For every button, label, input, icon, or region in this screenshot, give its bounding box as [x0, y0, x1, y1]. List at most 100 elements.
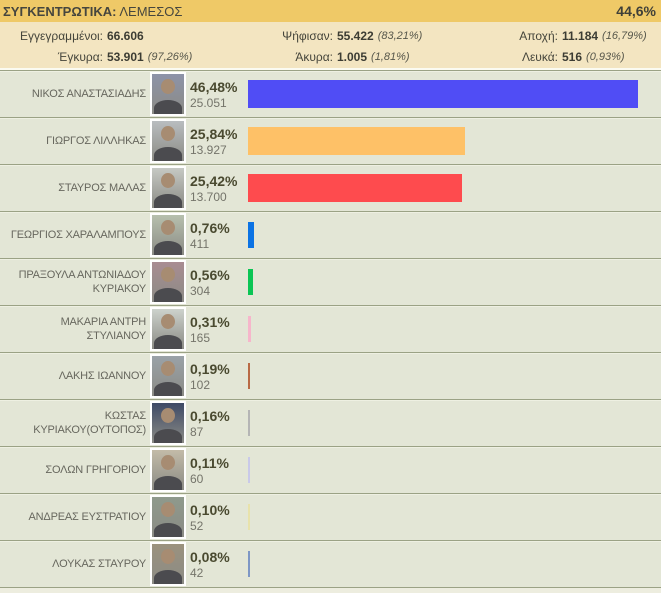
stat-abstention-label: Αποχή:: [519, 28, 558, 43]
result-bar: [248, 80, 638, 108]
stat-voted-pct: (83,21%): [377, 29, 423, 42]
stats-column-2: Ψήφισαν: 55.422 (83,21%) Άκυρα: 1.005 (1…: [250, 25, 485, 68]
candidate-votes: 25.051: [190, 95, 227, 110]
stat-registered: Εγγεγραμμένοι: 66.606: [0, 25, 250, 46]
candidate-votes: 13.700: [190, 189, 227, 204]
candidate-name: ΣΟΛΩΝ ΓΡΗΓΟΡΙΟΥ: [45, 464, 146, 476]
candidate-figures: 46,48% 25.051: [186, 78, 248, 111]
candidate-votes: 13.927: [190, 142, 227, 157]
stat-voted-label: Ψήφισαν:: [282, 28, 333, 43]
candidate-percentage: 0,11%: [190, 454, 229, 471]
stat-voted-value: 55.422: [337, 28, 374, 43]
result-bar: [248, 457, 250, 483]
stat-valid-label: Έγκυρα:: [57, 49, 103, 64]
candidate-row-7: ΛΑΚΗΣ ΙΩΑΝΝΟΥ 0,19% 102: [0, 352, 661, 399]
candidate-percentage: 0,08%: [190, 548, 230, 565]
portrait-placeholder-icon: [152, 356, 184, 396]
bar-area: [248, 127, 661, 155]
bar-area: [248, 551, 661, 577]
stat-registered-label: Εγγεγραμμένοι:: [20, 28, 103, 43]
stat-voted: Ψήφισαν: 55.422 (83,21%): [250, 25, 485, 46]
candidate-percentage: 0,10%: [190, 501, 230, 518]
candidate-row-6: ΜΑΚΑΡΙΑ ΑΝΤΡΗ ΣΤΥΛΙΑΝΟΥ 0,31% 165: [0, 305, 661, 352]
candidate-percentage: 46,48%: [190, 78, 238, 95]
candidate-figures: 0,08% 42: [186, 548, 248, 581]
stat-abstention-value: 11.184: [562, 28, 599, 43]
candidate-name: ΝΙΚΟΣ ΑΝΑΣΤΑΣΙΑΔΗΣ: [31, 88, 146, 100]
result-bar: [248, 127, 465, 155]
candidate-figures: 0,10% 52: [186, 501, 248, 534]
candidate-votes: 304: [190, 283, 211, 298]
candidate-row-2: ΓΙΩΡΓΟΣ ΛΙΛΛΗΚΑΣ 25,84% 13.927: [0, 117, 661, 164]
candidate-percentage: 0,56%: [190, 266, 230, 283]
candidate-photo: [150, 495, 186, 539]
candidate-photo: [150, 119, 186, 163]
candidate-name: ΜΑΚΑΡΙΑ ΑΝΤΡΗ ΣΤΥΛΙΑΝΟΥ: [60, 316, 147, 342]
portrait-placeholder-icon: [152, 168, 184, 208]
title-label: ΣΥΓΚΕΝΤΡΩΤΙΚΑ:: [3, 3, 117, 19]
candidate-votes: 52: [190, 518, 204, 533]
candidate-figures: 0,11% 60: [186, 454, 248, 487]
candidate-row-11: ΛΟΥΚΑΣ ΣΤΑΥΡΟΥ 0,08% 42: [0, 540, 661, 587]
candidate-row-10: ΑΝΔΡΕΑΣ ΕΥΣΤΡΑΤΙΟΥ 0,10% 52: [0, 493, 661, 540]
candidate-name: ΚΩΣΤΑΣ ΚΥΡΙΑΚΟΥ(ΟΥΤΟΠΟΣ): [33, 410, 146, 436]
stat-blank: Λευκά: 516 (0,93%): [485, 46, 661, 67]
candidate-row-1: ΝΙΚΟΣ ΑΝΑΣΤΑΣΙΑΔΗΣ 46,48% 25.051: [0, 70, 661, 117]
result-bar: [248, 174, 462, 202]
candidate-name: ΠΡΑΞΟΥΛΑ ΑΝΤΩΝΙΑΔΟΥ ΚΥΡΙΑΚΟΥ: [18, 269, 147, 295]
bar-area: [248, 80, 661, 108]
candidate-figures: 0,19% 102: [186, 360, 248, 393]
bar-area: [248, 222, 661, 248]
candidate-percentage: 0,19%: [190, 360, 230, 377]
completion-percentage: 44,6%: [616, 3, 656, 19]
bar-area: [248, 174, 661, 202]
footer-strip: [0, 587, 661, 593]
stat-valid: Έγκυρα: 53.901 (97,26%): [0, 46, 250, 67]
bar-area: [248, 363, 661, 389]
portrait-placeholder-icon: [152, 497, 184, 537]
stat-invalid-value: 1.005: [337, 49, 368, 64]
candidate-percentage: 25,42%: [190, 172, 238, 189]
candidate-votes: 102: [190, 377, 211, 392]
candidate-percentage: 25,84%: [190, 125, 238, 142]
stat-blank-value: 516: [562, 49, 583, 64]
result-bar: [248, 410, 250, 436]
stats-strip: Εγγεγραμμένοι: 66.606 Έγκυρα: 53.901 (97…: [0, 22, 661, 70]
bar-area: [248, 316, 661, 342]
candidate-percentage: 0,76%: [190, 219, 230, 236]
candidate-percentage: 0,31%: [190, 313, 230, 330]
result-bar: [248, 222, 254, 248]
stat-valid-value: 53.901: [107, 49, 144, 64]
stat-invalid: Άκυρα: 1.005 (1,81%): [250, 46, 485, 67]
candidate-figures: 0,31% 165: [186, 313, 248, 346]
candidate-row-5: ΠΡΑΞΟΥΛΑ ΑΝΤΩΝΙΑΔΟΥ ΚΥΡΙΑΚΟΥ 0,56% 304: [0, 258, 661, 305]
candidate-row-8: ΚΩΣΤΑΣ ΚΥΡΙΑΚΟΥ(ΟΥΤΟΠΟΣ) 0,16% 87: [0, 399, 661, 446]
candidate-name: ΣΤΑΥΡΟΣ ΜΑΛΑΣ: [58, 182, 146, 194]
candidate-name: ΓΙΩΡΓΟΣ ΛΙΛΛΗΚΑΣ: [46, 135, 146, 147]
result-bar: [248, 269, 253, 295]
candidate-votes: 411: [190, 236, 210, 251]
candidate-figures: 25,84% 13.927: [186, 125, 248, 158]
result-bar: [248, 551, 250, 577]
candidate-row-9: ΣΟΛΩΝ ΓΡΗΓΟΡΙΟΥ 0,11% 60: [0, 446, 661, 493]
stat-abstention: Αποχή: 11.184 (16,79%): [485, 25, 661, 46]
candidate-row-3: ΣΤΑΥΡΟΣ ΜΑΛΑΣ 25,42% 13.700: [0, 164, 661, 211]
stat-registered-value: 66.606: [107, 28, 144, 43]
candidate-percentage: 0,16%: [190, 407, 230, 424]
bar-area: [248, 410, 661, 436]
results-list: ΝΙΚΟΣ ΑΝΑΣΤΑΣΙΑΔΗΣ 46,48% 25.051 ΓΙΩΡΓΟΣ…: [0, 70, 661, 587]
candidate-photo: [150, 401, 186, 445]
candidate-figures: 0,76% 411: [186, 219, 248, 252]
candidate-figures: 25,42% 13.700: [186, 172, 248, 205]
portrait-placeholder-icon: [152, 74, 184, 114]
candidate-photo: [150, 72, 186, 116]
bar-area: [248, 504, 661, 530]
candidate-figures: 0,16% 87: [186, 407, 248, 440]
candidate-photo: [150, 542, 186, 586]
candidate-photo: [150, 213, 186, 257]
region-name: ΛΕΜΕΣΟΣ: [119, 3, 183, 19]
result-bar: [248, 363, 250, 389]
portrait-placeholder-icon: [152, 262, 184, 302]
stat-abstention-pct: (16,79%): [602, 29, 647, 42]
